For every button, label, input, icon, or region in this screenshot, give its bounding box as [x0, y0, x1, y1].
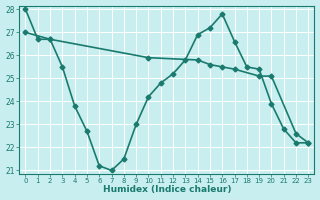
X-axis label: Humidex (Indice chaleur): Humidex (Indice chaleur) — [103, 185, 231, 194]
